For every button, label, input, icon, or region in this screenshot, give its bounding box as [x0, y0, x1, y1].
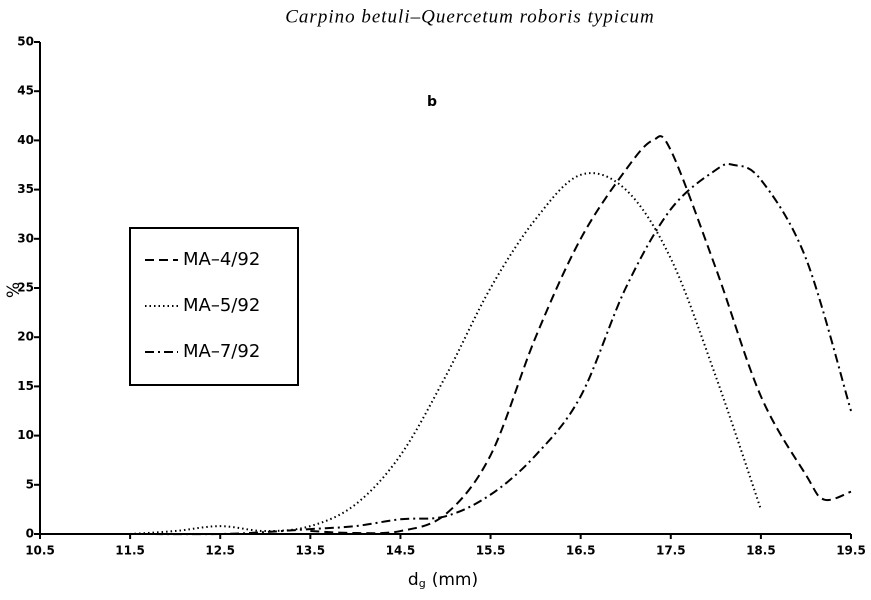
x-tick-label: 12.5 [205, 544, 235, 558]
y-tick-label: 15 [17, 379, 34, 393]
legend-label: MA–7/92 [183, 341, 260, 362]
legend-box [129, 227, 299, 386]
y-tick-label: 50 [17, 35, 34, 49]
x-tick-label: 18.5 [746, 544, 776, 558]
legend-label: MA–5/92 [183, 295, 260, 316]
x-tick-label: 19.5 [836, 544, 866, 558]
x-label-symbol: d [408, 570, 419, 590]
x-tick-label: 11.5 [115, 544, 145, 558]
series-line [310, 135, 852, 535]
x-label-unit: (mm) [432, 570, 478, 590]
series-line [39, 162, 852, 536]
y-tick-label: 0 [26, 527, 34, 541]
y-tick-label: 45 [17, 84, 34, 98]
y-axis-label: % [4, 282, 24, 298]
y-tick-label: 10 [17, 428, 34, 442]
x-tick-label: 15.5 [476, 544, 506, 558]
y-tick-label: 30 [17, 231, 34, 245]
x-tick-label: 17.5 [656, 544, 686, 558]
x-axis-label: dg (mm) [408, 570, 478, 590]
y-tick-label: 40 [17, 133, 34, 147]
x-tick-label: 16.5 [566, 544, 596, 558]
y-tick-label: 5 [26, 477, 34, 491]
x-tick-label: 13.5 [296, 544, 326, 558]
y-tick-label: 25 [17, 281, 34, 295]
annotation: b [427, 94, 437, 110]
legend-label: MA–4/92 [183, 249, 260, 270]
x-label-subscript: g [419, 577, 426, 590]
y-tick-label: 20 [17, 330, 34, 344]
y-tick-label: 35 [17, 182, 34, 196]
x-tick-label: 10.5 [25, 544, 55, 558]
x-tick-label: 14.5 [386, 544, 416, 558]
chart-title: Carpino betuli–Quercetum roboris typicum [285, 6, 654, 27]
